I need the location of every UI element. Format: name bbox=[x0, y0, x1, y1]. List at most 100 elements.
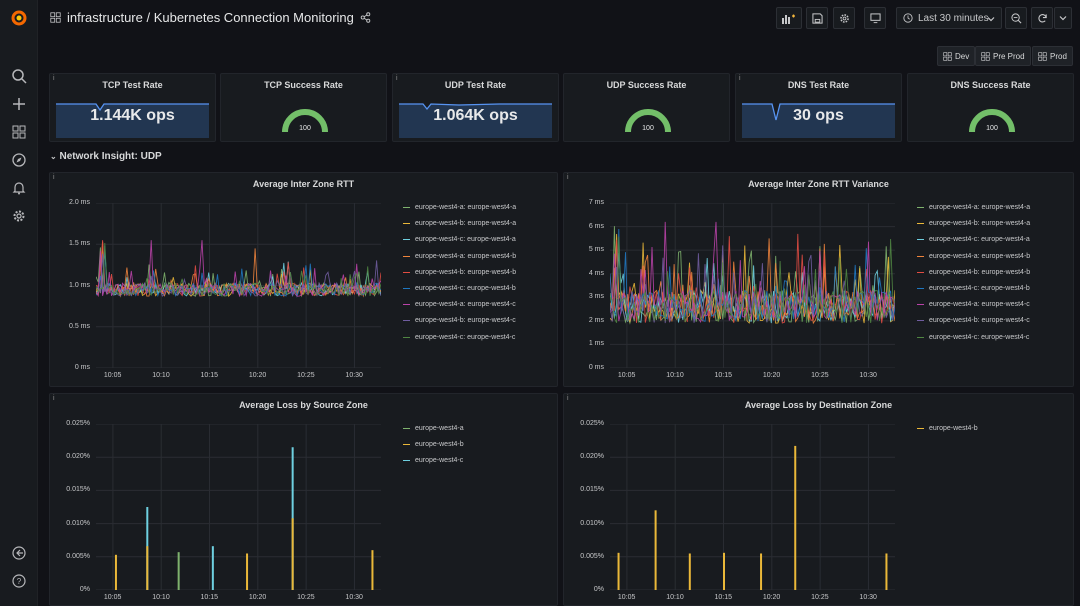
info-icon[interactable]: i bbox=[53, 395, 55, 402]
time-picker-button[interactable]: Last 30 minutes bbox=[896, 7, 1002, 29]
legend-item[interactable]: europe-west4-b: europe-west4-c bbox=[403, 317, 516, 324]
row-collapse-toggle[interactable]: ⌄ Network Insight: UDP bbox=[50, 151, 162, 162]
share-icon[interactable] bbox=[360, 12, 371, 23]
stat-panel-udp-test-rate[interactable]: i UDP Test Rate 1.064K ops bbox=[392, 73, 559, 142]
x-tick-label: 10:15 bbox=[200, 372, 219, 379]
help-icon[interactable]: ? bbox=[9, 571, 29, 591]
panel-title[interactable]: TCP Success Rate bbox=[264, 80, 343, 90]
legend-swatch bbox=[917, 271, 924, 273]
panel-average-loss-by-source-zone[interactable]: i Average Loss by Source Zone 0.025% 0.02… bbox=[49, 393, 558, 606]
panel-title[interactable]: DNS Success Rate bbox=[950, 80, 1031, 90]
search-icon[interactable] bbox=[9, 66, 29, 86]
stat-panel-tcp-success-rate[interactable]: TCP Success Rate 100 bbox=[220, 73, 387, 142]
legend-item[interactable]: europe-west4-c: europe-west4-c bbox=[403, 334, 515, 341]
legend-item[interactable]: europe-west4-c bbox=[403, 457, 463, 464]
legend-label: europe-west4-b bbox=[929, 425, 978, 432]
x-tick-label: 10:05 bbox=[103, 372, 122, 379]
panel-title[interactable]: Average Inter Zone RTT bbox=[252, 179, 355, 189]
panel-title[interactable]: DNS Test Rate bbox=[787, 80, 850, 90]
legend-item[interactable]: europe-west4-a bbox=[403, 425, 464, 432]
env-link-label: Dev bbox=[955, 51, 970, 61]
stat-panel-dns-test-rate[interactable]: i DNS Test Rate 30 ops bbox=[735, 73, 902, 142]
panel-title[interactable]: Average Loss by Destination Zone bbox=[744, 400, 893, 410]
panel-average-loss-by-destination-zone[interactable]: i Average Loss by Destination Zone 0.025… bbox=[563, 393, 1074, 606]
panel-title[interactable]: UDP Test Rate bbox=[444, 80, 507, 90]
legend-item[interactable]: europe-west4-c: europe-west4-a bbox=[403, 236, 516, 243]
refresh-interval-dropdown[interactable] bbox=[1054, 7, 1072, 29]
legend-item[interactable]: europe-west4-c: europe-west4-b bbox=[403, 285, 516, 292]
add-panel-button[interactable] bbox=[776, 7, 802, 29]
y-tick-label: 0.005% bbox=[66, 552, 90, 560]
stat-panel-tcp-test-rate[interactable]: i TCP Test Rate 1.144K ops bbox=[49, 73, 216, 142]
y-tick-label: 0.015% bbox=[580, 486, 604, 494]
zoom-out-button[interactable] bbox=[1005, 7, 1027, 29]
legend-item[interactable]: europe-west4-a: europe-west4-a bbox=[917, 204, 1030, 211]
panel-title[interactable]: UDP Success Rate bbox=[606, 80, 687, 90]
legend-item[interactable]: europe-west4-a: europe-west4-b bbox=[403, 253, 516, 260]
x-tick-label: 10:25 bbox=[811, 594, 829, 601]
legend-item[interactable]: europe-west4-b bbox=[403, 441, 464, 448]
alerting-bell-icon[interactable] bbox=[9, 178, 29, 198]
env-link-pre-prod[interactable]: Pre Prod bbox=[975, 46, 1031, 66]
sign-out-icon[interactable] bbox=[9, 543, 29, 563]
info-icon[interactable]: i bbox=[396, 75, 398, 82]
dashboard-grid-icon bbox=[50, 12, 61, 23]
legend-label: europe-west4-b: europe-west4-b bbox=[415, 268, 517, 276]
env-link-prod[interactable]: Prod bbox=[1032, 46, 1073, 66]
stat-value: 1.064K ops bbox=[433, 107, 518, 124]
bar bbox=[114, 554, 117, 590]
legend-item[interactable]: europe-west4-b: europe-west4-a bbox=[403, 220, 516, 227]
panel-average-inter-zone-rtt-variance[interactable]: i Average Inter Zone RTT Variance 7 ms 6 … bbox=[563, 172, 1074, 387]
legend-item[interactable]: europe-west4-c: europe-west4-a bbox=[917, 236, 1030, 243]
configuration-gear-icon[interactable] bbox=[9, 206, 29, 226]
y-tick-label: 1 ms bbox=[588, 340, 604, 348]
dashboard-settings-button[interactable] bbox=[833, 7, 855, 29]
legend-item[interactable]: europe-west4-b: europe-west4-a bbox=[917, 220, 1030, 227]
info-icon[interactable]: i bbox=[567, 174, 569, 181]
legend-item[interactable]: europe-west4-b: europe-west4-b bbox=[917, 269, 1030, 276]
dashboards-icon[interactable] bbox=[9, 122, 29, 142]
panel-title[interactable]: Average Loss by Source Zone bbox=[239, 400, 368, 410]
env-link-label: Pre Prod bbox=[993, 51, 1025, 61]
legend-label: europe-west4-b bbox=[415, 441, 464, 449]
plot-area[interactable] bbox=[610, 203, 895, 368]
legend-item[interactable]: europe-west4-b: europe-west4-c bbox=[917, 317, 1030, 324]
breadcrumb[interactable]: infrastructure / Kubernetes Connection M… bbox=[67, 10, 354, 25]
legend-item[interactable]: europe-west4-a: europe-west4-c bbox=[917, 301, 1030, 308]
info-icon[interactable]: i bbox=[53, 75, 55, 82]
explore-compass-icon[interactable] bbox=[9, 150, 29, 170]
plus-icon[interactable] bbox=[9, 94, 29, 114]
info-icon[interactable]: i bbox=[739, 75, 741, 82]
stat-panel-udp-success-rate[interactable]: UDP Success Rate 100 bbox=[563, 73, 730, 142]
legend-swatch bbox=[403, 207, 410, 208]
dashboard-title[interactable]: infrastructure / Kubernetes Connection M… bbox=[50, 10, 371, 25]
legend-item[interactable]: europe-west4-b bbox=[917, 425, 978, 432]
info-icon[interactable]: i bbox=[567, 395, 569, 402]
panel-average-inter-zone-rtt[interactable]: i Average Inter Zone RTT 2.0 ms 1.5 ms 1.0… bbox=[49, 172, 558, 387]
legend-item[interactable]: europe-west4-a: europe-west4-a bbox=[403, 204, 516, 211]
legend-label: europe-west4-b: europe-west4-a bbox=[929, 220, 1031, 228]
save-dashboard-button[interactable] bbox=[806, 7, 828, 29]
legend-item[interactable]: europe-west4-c: europe-west4-b bbox=[917, 285, 1030, 292]
legend-item[interactable]: europe-west4-a: europe-west4-c bbox=[403, 301, 516, 308]
x-tick-label: 10:30 bbox=[345, 372, 363, 379]
info-icon[interactable]: i bbox=[53, 174, 55, 181]
stat-panel-dns-success-rate[interactable]: DNS Success Rate 100 bbox=[907, 73, 1074, 142]
refresh-icon bbox=[1037, 13, 1047, 22]
legend-item[interactable]: europe-west4-b: europe-west4-b bbox=[403, 269, 516, 276]
env-link-dev[interactable]: Dev bbox=[937, 46, 976, 66]
grafana-logo-icon[interactable] bbox=[9, 8, 29, 28]
panel-title[interactable]: TCP Test Rate bbox=[102, 80, 163, 90]
legend-item[interactable]: europe-west4-c: europe-west4-c bbox=[917, 334, 1029, 341]
y-tick-label: 0.010% bbox=[580, 519, 604, 527]
legend-item[interactable]: europe-west4-a: europe-west4-b bbox=[917, 253, 1030, 260]
y-tick-label: 0 ms bbox=[74, 364, 90, 371]
plot-area[interactable] bbox=[96, 424, 381, 590]
cycle-view-mode-button[interactable] bbox=[864, 7, 886, 29]
refresh-button[interactable] bbox=[1031, 7, 1053, 29]
y-tick-label: 0.025% bbox=[580, 420, 604, 427]
legend-swatch bbox=[917, 428, 924, 429]
panel-title[interactable]: Average Inter Zone RTT Variance bbox=[748, 179, 889, 189]
plot-area[interactable] bbox=[96, 203, 381, 368]
plot-area[interactable] bbox=[610, 424, 895, 590]
